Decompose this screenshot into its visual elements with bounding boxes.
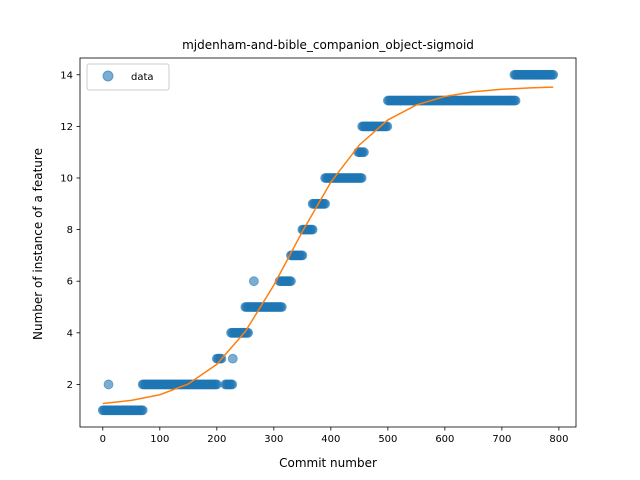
x-tick-label: 600 [435,434,454,445]
data-point [359,148,368,157]
data-point [104,380,113,389]
sigmoid-fit-line [103,87,553,403]
x-tick-label: 800 [549,434,568,445]
data-point [308,225,317,234]
data-point [138,406,147,415]
legend-marker-data [103,71,113,81]
data-point [286,277,295,286]
x-tick-label: 500 [378,434,397,445]
x-tick-label: 300 [264,434,283,445]
x-tick-label: 100 [150,434,169,445]
y-tick-label: 8 [67,225,73,236]
y-tick-label: 14 [60,70,73,81]
chart-title: mjdenham-and-bible_companion_object-sigm… [182,38,474,52]
y-tick-label: 2 [67,380,73,391]
y-tick-label: 10 [60,173,73,184]
data-point [357,173,366,182]
data-point [549,70,558,79]
data-point [298,251,307,260]
data-point [228,354,237,363]
y-tick-label: 12 [60,122,73,133]
x-tick-label: 0 [100,434,106,445]
legend-label-data: data [131,72,154,83]
data-point [277,303,286,312]
y-tick-label: 4 [67,328,73,339]
y-tick-label: 6 [67,277,73,288]
legend: data [87,64,169,90]
x-tick-label: 700 [492,434,511,445]
x-tick-label: 200 [207,434,226,445]
data-point [228,380,237,389]
x-axis: 0 100 200 300 400 500 600 700 800 [100,427,569,445]
data-point [321,199,330,208]
plot-area [80,58,576,427]
legend-frame [87,64,169,90]
data-point [511,96,520,105]
x-axis-title: Commit number [279,456,377,470]
y-axis: 2 4 6 8 10 12 14 [60,70,80,391]
axes-frame [80,58,576,427]
x-tick-label: 400 [321,434,340,445]
data-point [212,380,221,389]
y-axis-title: Number of instance of a feature [31,148,45,340]
data-point [249,277,258,286]
